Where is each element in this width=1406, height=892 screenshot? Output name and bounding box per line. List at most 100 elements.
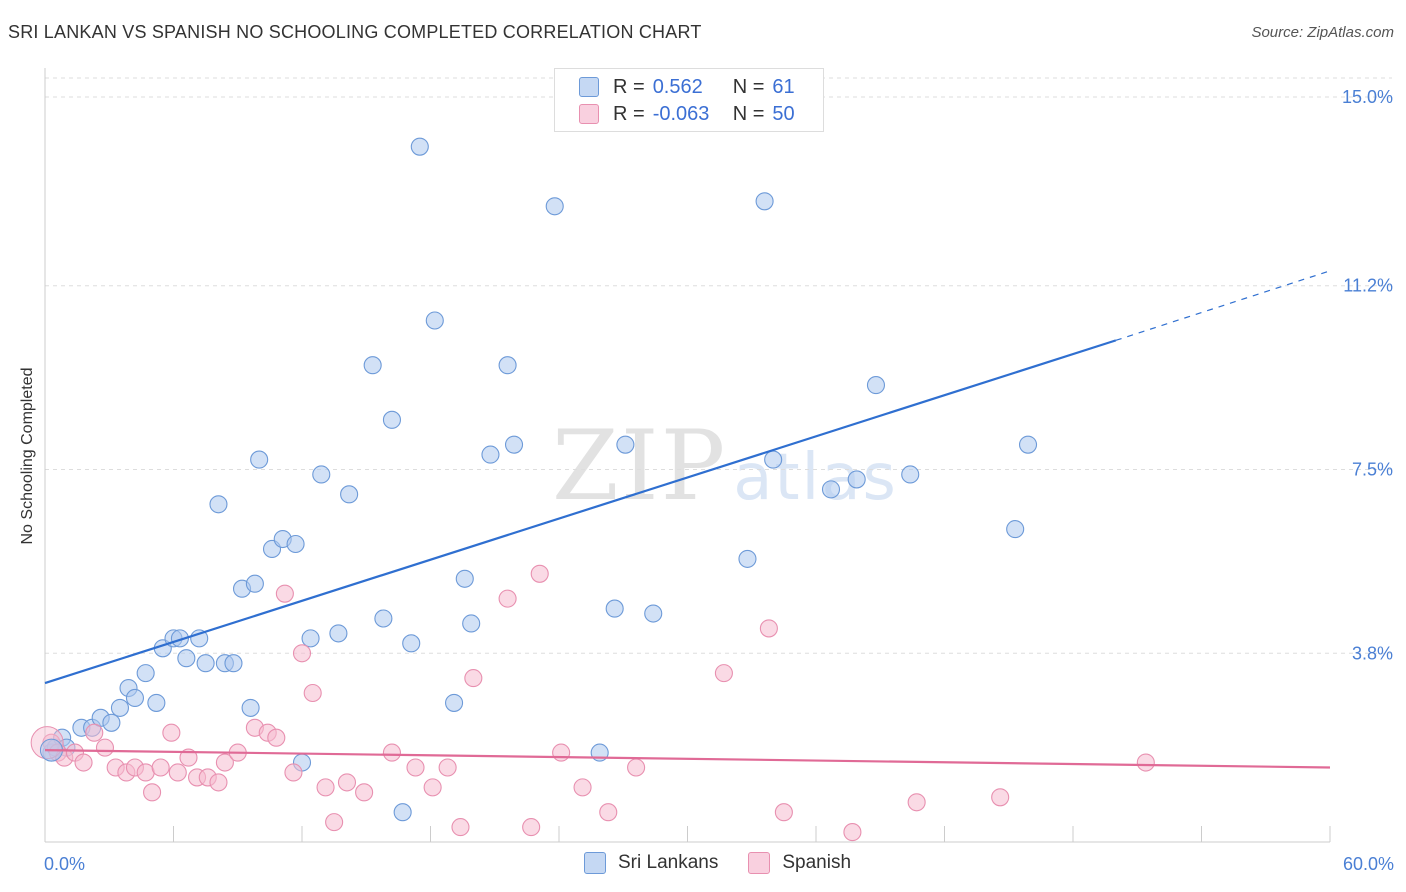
sri-lankan-point xyxy=(363,356,382,375)
grid-lines xyxy=(45,77,1392,654)
spanish-trend-line xyxy=(44,749,1331,769)
spanish-point xyxy=(522,818,541,837)
legend-swatch-pink xyxy=(579,104,599,124)
spanish-point xyxy=(136,763,155,782)
sri-lankan-point xyxy=(866,376,886,395)
sri-lankan-point xyxy=(498,356,517,375)
spanish-point xyxy=(267,728,286,747)
spanish-point xyxy=(143,783,162,802)
sri-lankan-point xyxy=(136,664,155,683)
correlation-legend: R = 0.562 N = 61 R = -0.063 N = 50 xyxy=(554,68,824,132)
spanish-point xyxy=(275,584,294,603)
legend-label-spanish: Spanish xyxy=(782,852,852,873)
legend-r-value: 0.562 xyxy=(652,75,703,98)
sri-lankan-point xyxy=(209,495,228,514)
y-tick-label: 3.8% xyxy=(1352,643,1393,663)
sri-lankan-point xyxy=(224,654,243,673)
sri-lankan-point xyxy=(901,465,920,484)
sri-lankan-point xyxy=(402,634,421,653)
sri-lankan-point xyxy=(102,713,121,732)
spanish-point xyxy=(179,748,198,767)
spanish-point xyxy=(325,813,344,832)
legend-item-sri-lankans: Sri Lankans xyxy=(584,852,718,874)
legend-r-label: R = xyxy=(613,75,645,98)
legend-swatch-blue xyxy=(579,77,599,97)
sri-lankan-point xyxy=(605,599,624,618)
legend-n-value: 61 xyxy=(772,75,795,98)
spanish-point xyxy=(573,778,592,797)
spanish-point xyxy=(292,644,312,663)
data-points xyxy=(30,137,1155,842)
legend-swatch-blue xyxy=(584,852,606,874)
sri-lankan-trend-extension xyxy=(1115,270,1331,341)
sri-lankan-point xyxy=(504,435,524,454)
legend-n-label: N = xyxy=(732,75,765,98)
sri-lankan-point xyxy=(455,569,474,588)
sri-lankan-point xyxy=(340,485,359,504)
spanish-point xyxy=(209,773,228,792)
x-tick-label: 60.0% xyxy=(1343,854,1394,874)
sri-lankan-point xyxy=(462,614,481,633)
spanish-point xyxy=(464,669,483,688)
x-tick-label: 0.0% xyxy=(44,854,85,874)
sri-lankan-point xyxy=(616,435,635,454)
sri-lankan-point xyxy=(374,609,393,628)
spanish-point xyxy=(907,793,926,812)
legend-r-value: -0.063 xyxy=(652,102,710,125)
trend-lines xyxy=(44,270,1331,769)
spanish-point xyxy=(382,743,402,762)
sri-lankan-point xyxy=(764,450,783,469)
legend-row-sri-lankans: R = 0.562 N = 61 xyxy=(579,75,795,99)
sri-lankan-point xyxy=(125,688,144,708)
legend-n-value: 50 xyxy=(772,102,795,125)
sri-lankan-point xyxy=(147,693,166,712)
legend-item-spanish: Spanish xyxy=(748,852,851,874)
sri-lankan-point xyxy=(286,534,305,554)
y-tick-label: 15.0% xyxy=(1342,87,1393,107)
spanish-point xyxy=(74,753,93,772)
spanish-point xyxy=(355,783,374,802)
sri-lankan-point xyxy=(410,137,429,156)
sri-lankan-point xyxy=(847,470,866,489)
source-label: Source: ZipAtlas.com xyxy=(1251,24,1394,41)
spanish-point xyxy=(627,758,646,777)
sri-lankan-point xyxy=(329,624,348,643)
sri-lankan-point xyxy=(196,654,215,673)
spanish-point xyxy=(451,818,470,837)
sri-lankan-point xyxy=(1018,435,1038,454)
spanish-point xyxy=(151,758,170,777)
sri-lankan-point xyxy=(170,629,189,648)
spanish-point xyxy=(759,619,778,638)
sri-lankan-point xyxy=(241,698,260,717)
spanish-point xyxy=(599,803,618,822)
sri-lankan-point xyxy=(250,450,269,469)
sri-lankan-point xyxy=(644,604,663,623)
legend-swatch-pink xyxy=(748,852,771,874)
spanish-point xyxy=(498,589,517,608)
sri-lankan-point xyxy=(738,549,757,568)
spanish-point xyxy=(337,773,357,792)
sri-lankan-point xyxy=(312,465,331,484)
y-tick-label: 11.2% xyxy=(1343,276,1393,296)
sri-lankan-point xyxy=(177,649,196,668)
sri-lankan-point xyxy=(821,480,841,499)
sri-lankan-point xyxy=(393,803,412,822)
spanish-point xyxy=(406,758,425,777)
chart-title: SRI LANKAN VS SPANISH NO SCHOOLING COMPL… xyxy=(8,22,702,42)
spanish-point xyxy=(284,763,303,782)
sri-lankan-point xyxy=(755,192,774,211)
spanish-point xyxy=(1136,753,1155,772)
sri-lankan-point xyxy=(481,445,500,464)
spanish-point xyxy=(316,778,335,797)
sri-lankan-point xyxy=(301,629,320,648)
y-tick-label: 7.5% xyxy=(1352,460,1393,480)
spanish-point xyxy=(215,753,234,772)
axes xyxy=(44,68,1331,843)
spanish-point xyxy=(423,778,442,797)
spanish-point xyxy=(843,823,862,842)
sri-lankan-point xyxy=(245,574,264,593)
tick-labels: 3.8% 7.5% 11.2% 15.0% 0.0% 60.0% xyxy=(44,87,1394,874)
spanish-point xyxy=(991,788,1010,807)
sri-lankan-point xyxy=(545,197,564,216)
